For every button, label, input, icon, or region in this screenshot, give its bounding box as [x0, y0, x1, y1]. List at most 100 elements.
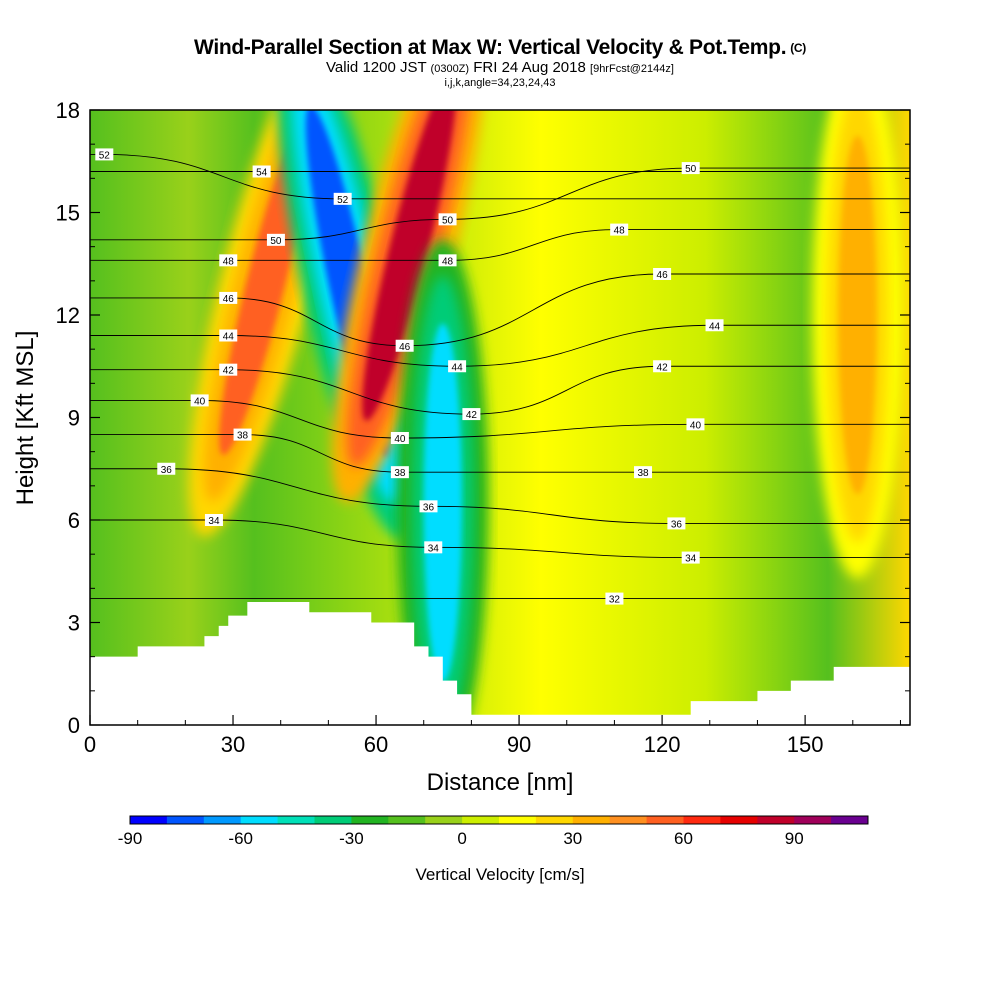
- theta-label-box: [653, 268, 672, 280]
- colorbar-swatch: [203, 816, 242, 824]
- theta-label-box: [705, 319, 724, 332]
- theta-label-box: [190, 394, 209, 407]
- chart-indices: i,j,k,angle=34,23,24,43: [444, 77, 556, 89]
- theta-label: 36: [423, 502, 435, 513]
- theta-label-box: [653, 360, 672, 373]
- y-tick-label: 0: [68, 713, 80, 738]
- colorbar-swatch: [351, 816, 389, 824]
- velocity-feature-core: [362, 110, 457, 421]
- colorbar-swatch: [425, 816, 463, 824]
- x-tick-label: 150: [787, 732, 824, 757]
- theta-label: 44: [452, 362, 464, 373]
- y-tick-label: 12: [56, 303, 80, 328]
- colorbar-swatch: [794, 816, 832, 824]
- colorbar-swatch: [388, 816, 426, 824]
- colorbar-swatch: [720, 816, 758, 824]
- theta-label-box: [219, 291, 238, 304]
- colorbar-frame: [129, 815, 869, 825]
- theta-label: 36: [671, 519, 683, 530]
- theta-label-box: [219, 254, 238, 267]
- theta-label: 42: [223, 366, 235, 377]
- theta-label: 38: [394, 468, 406, 479]
- colorbar-label: -90: [118, 829, 143, 848]
- y-tick-label: 18: [56, 98, 80, 123]
- theta-contour-line: [90, 519, 910, 559]
- theta-label: 48: [442, 256, 454, 267]
- theta-label-box: [681, 551, 700, 564]
- theta-label: 46: [399, 342, 411, 353]
- theta-label: 52: [337, 195, 349, 206]
- colorbar-swatch: [240, 816, 279, 824]
- theta-label-box: [448, 360, 467, 373]
- heatmap-area: 52 54 52 50 50 48 48 48 50 46 46 46 44 44 44 42 42 42 40 40…: [90, 110, 910, 725]
- x-tick-label: 30: [221, 732, 245, 757]
- x-tick-label: 0: [84, 732, 96, 757]
- theta-label: 38: [637, 468, 649, 479]
- theta-label-box: [395, 339, 414, 352]
- x-tick-label: 90: [507, 732, 531, 757]
- theta-label-box: [157, 462, 176, 475]
- theta-label: 36: [161, 465, 173, 476]
- theta-label-box: [681, 162, 700, 175]
- theta-label: 50: [685, 164, 697, 175]
- theta-label-box: [204, 514, 223, 526]
- theta-label-box: [252, 165, 271, 178]
- colorbar-swatch: [757, 816, 795, 824]
- theta-label: 42: [657, 362, 669, 373]
- theta-label-box: [686, 418, 705, 431]
- colorbar-swatch: [609, 816, 648, 824]
- theta-label-box: [390, 432, 409, 444]
- colorbar-swatch: [572, 816, 611, 824]
- theta-label: 48: [614, 226, 626, 237]
- colorbar-swatch: [462, 816, 500, 824]
- theta-label: 44: [709, 321, 721, 332]
- theta-label: 40: [394, 434, 406, 445]
- theta-label-box: [233, 428, 252, 441]
- theta-label: 32: [609, 595, 621, 606]
- theta-contour-line: [90, 167, 910, 241]
- y-axis-title: Height [Kft MSL]: [12, 331, 39, 506]
- theta-contour-line: [90, 229, 910, 261]
- theta-label-box: [419, 500, 438, 513]
- colorbar-label: -60: [228, 829, 253, 848]
- chart-title: Wind-Parallel Section at Max W: Vertical…: [194, 36, 806, 59]
- theta-label-box: [219, 363, 238, 376]
- theta-label: 34: [208, 516, 220, 527]
- theta-label-box: [266, 233, 285, 246]
- colorbar-title: Vertical Velocity [cm/s]: [415, 865, 584, 884]
- theta-contour-line: [90, 434, 910, 473]
- colorbar-swatch: [314, 816, 352, 824]
- theta-label-box: [634, 466, 653, 479]
- theta-label: 40: [194, 396, 206, 407]
- y-tick-label: 6: [68, 508, 80, 533]
- colorbar-swatch: [535, 816, 574, 824]
- x-axis-title: Distance [nm]: [427, 769, 574, 796]
- x-tick-label: 60: [364, 732, 388, 757]
- colorbar-swatch: [166, 816, 205, 824]
- theta-label: 42: [466, 410, 478, 421]
- theta-label-box: [438, 213, 457, 226]
- theta-label: 48: [223, 256, 235, 267]
- colorbar-label: -30: [339, 829, 364, 848]
- velocity-feature-core: [838, 135, 877, 495]
- colorbar-swatch: [646, 816, 684, 824]
- theta-label-box: [667, 517, 686, 530]
- theta-label-box: [95, 148, 114, 161]
- x-axis: 0 30 60 90 120 150: [84, 715, 901, 757]
- theta-label: 54: [256, 168, 268, 179]
- colorbar-swatch: [499, 816, 537, 824]
- theta-label: 50: [442, 215, 454, 226]
- theta-label: 34: [428, 543, 440, 554]
- theta-label-box: [462, 408, 481, 421]
- theta-contour-line: [90, 273, 910, 347]
- x-tick-label: 120: [644, 732, 681, 757]
- theta-label-box: [605, 592, 624, 605]
- colorbar-swatch: [831, 816, 869, 824]
- y-tick-label: 3: [68, 611, 80, 636]
- chart-title-block: Wind-Parallel Section at Max W: Vertical…: [0, 36, 1000, 89]
- theta-label: 50: [270, 236, 282, 247]
- theta-label-box: [438, 254, 457, 267]
- theta-label: 44: [223, 332, 235, 343]
